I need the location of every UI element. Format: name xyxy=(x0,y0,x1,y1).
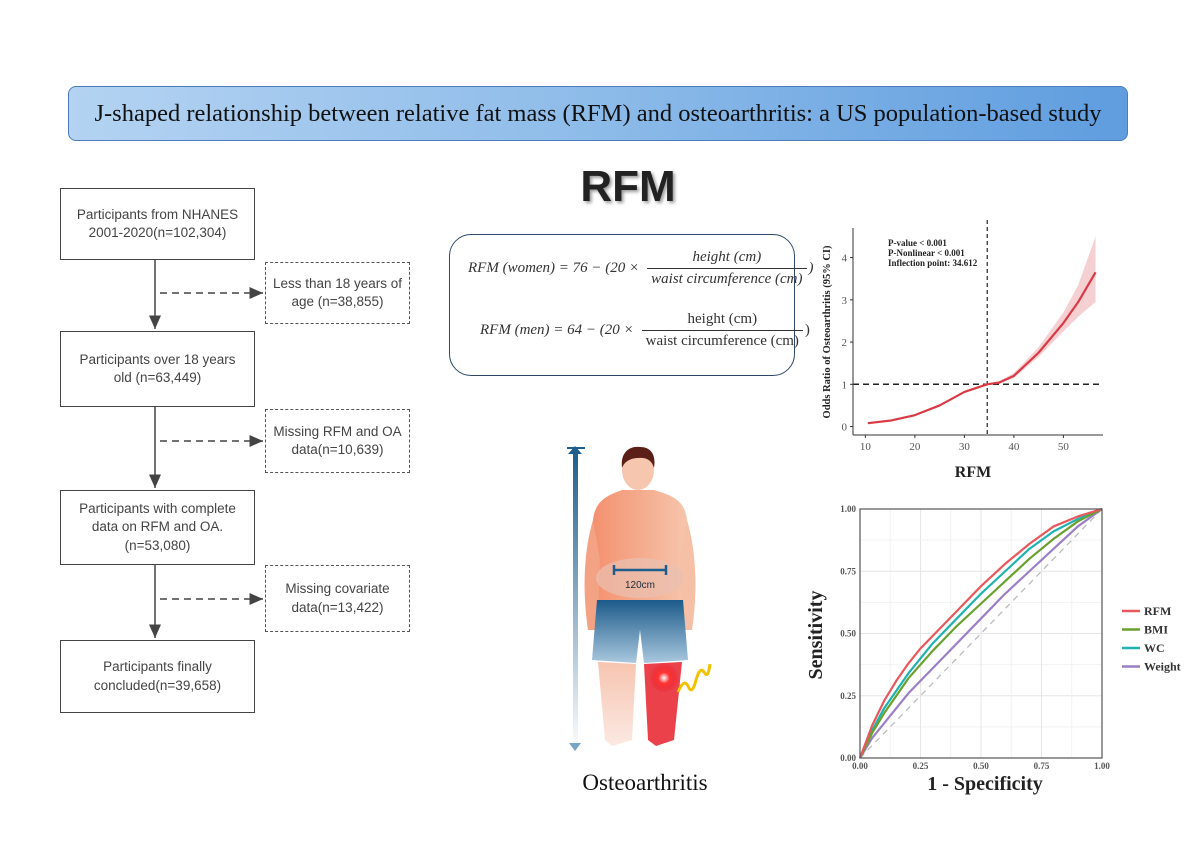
x-axis-label: 1 - Specificity xyxy=(927,773,1043,795)
formula-men-close: ) xyxy=(804,322,810,338)
diagonal-reference xyxy=(859,508,1103,759)
y-tick-label: 0.25 xyxy=(840,691,856,701)
x-tick-label: 10 xyxy=(860,441,872,453)
formula-men: RFM (men) = 64 − (20 × height (cm) waist… xyxy=(480,311,810,350)
pain-wave-icon xyxy=(676,663,712,693)
roc-curve-weight xyxy=(859,508,1103,759)
annotation: Inflection point: 34.612 xyxy=(888,258,978,268)
y-tick-label: 2 xyxy=(842,337,848,349)
legend-label-rfm: RFM xyxy=(1144,604,1171,618)
formula-women-lhs: RFM (women) = 76 − (20 × xyxy=(468,260,640,276)
y-tick-label: 0.75 xyxy=(840,566,856,576)
formula-women-numerator: height (cm) xyxy=(692,249,762,265)
roc-curve-wc xyxy=(858,507,1103,759)
y-tick-label: 4 xyxy=(842,253,848,265)
exclusion-box-age: Less than 18 years of age (n=38,855) xyxy=(265,262,410,324)
formula-men-denominator: waist circumference (cm) xyxy=(641,330,803,350)
left-leg xyxy=(598,662,636,746)
height-scale-bar xyxy=(573,452,578,752)
formula-women-close: ) xyxy=(808,260,814,276)
exclusion-box-missing-covariate: Missing covariate data(n=13,422) xyxy=(265,565,410,632)
annotation: P-value < 0.001 xyxy=(888,238,947,248)
title-text: J-shaped relationship between relative f… xyxy=(94,99,1102,127)
x-tick-label: 0.75 xyxy=(1034,761,1050,771)
formula-women-denominator: waist circumference (cm) xyxy=(647,268,807,288)
hair xyxy=(621,446,655,468)
flowchart-connectors xyxy=(149,260,263,638)
knee-pain-icon xyxy=(650,664,678,692)
x-tick-label: 0.50 xyxy=(973,761,989,771)
x-tick-label: 20 xyxy=(909,441,921,453)
obese-person-illustration: 120cm xyxy=(567,446,712,752)
annotation: P-Nonlinear < 0.001 xyxy=(888,248,965,258)
x-tick-label: 30 xyxy=(959,441,971,453)
y-tick-label: 0 xyxy=(842,422,848,434)
x-tick-label: 1.00 xyxy=(1094,761,1110,771)
formula-men-lhs: RFM (men) = 64 − (20 × xyxy=(480,322,634,338)
title-banner: J-shaped relationship between relative f… xyxy=(68,86,1128,141)
head xyxy=(622,450,654,490)
exclusion-box-missing-rfm-oa: Missing RFM and OA data(n=10,639) xyxy=(265,409,410,473)
osteoarthritis-caption: Osteoarthritis xyxy=(582,770,708,795)
formula-women-fraction: height (cm) waist circumference (cm) xyxy=(647,249,807,288)
arrow-down-icon xyxy=(569,743,581,751)
x-tick-label: 0.25 xyxy=(913,761,929,771)
x-tick-label: 50 xyxy=(1058,441,1070,453)
flow-box-final: Participants finally concluded(n=39,658) xyxy=(60,640,255,713)
arrow-up-icon xyxy=(568,446,582,454)
formula-men-numerator: height (cm) xyxy=(687,311,758,327)
flow-box-over-18: Participants over 18 years old (n=63,449… xyxy=(60,331,255,407)
formula-men-fraction: height (cm) waist circumference (cm) xyxy=(641,311,803,350)
x-axis-label: RFM xyxy=(955,464,991,481)
roc-curve-bmi xyxy=(859,508,1103,759)
waist-label: 120cm xyxy=(625,580,655,591)
plot-frame xyxy=(859,508,1103,759)
legend-label-bmi: BMI xyxy=(1144,623,1168,637)
x-tick-label: 40 xyxy=(1008,441,1020,453)
y-tick-label: 0.50 xyxy=(840,629,856,639)
formula-women: RFM (women) = 76 − (20 × height (cm) wai… xyxy=(468,249,814,288)
y-axis-label: Odds Ratio of Osteoarthritis (95% CI) xyxy=(822,245,833,418)
roc-chart: 0.00 0.25 0.50 0.75 1.00 0.00 0.25 0.50 0.75 1.00… xyxy=(805,504,1181,795)
rfm-heading: RFM xyxy=(580,162,676,211)
y-tick-label: 1.00 xyxy=(840,504,856,514)
flow-box-nhanes: Participants from NHANES 2001-2020(n=102… xyxy=(60,188,255,260)
y-tick-label: 3 xyxy=(842,295,848,307)
x-tick-label: 0.00 xyxy=(852,761,868,771)
y-axis-label: Sensitivity xyxy=(805,591,827,680)
rcs-spline-chart: 0 1 2 3 4 10 20 30 40 50 RFM Odds Ratio of Osteoart… xyxy=(822,220,1103,481)
y-tick-label: 0.00 xyxy=(840,753,856,763)
or-curve xyxy=(867,271,1097,425)
y-tick-label: 1 xyxy=(842,379,848,391)
legend-label-weight: Weight xyxy=(1144,660,1181,674)
roc-curve-rfm xyxy=(858,507,1103,759)
flow-box-complete-data: Participants with complete data on RFM a… xyxy=(60,490,255,565)
legend-label-wc: WC xyxy=(1144,641,1165,655)
shorts xyxy=(592,600,688,663)
formula-box: RFM (women) = 76 − (20 × height (cm) wai… xyxy=(449,234,814,376)
